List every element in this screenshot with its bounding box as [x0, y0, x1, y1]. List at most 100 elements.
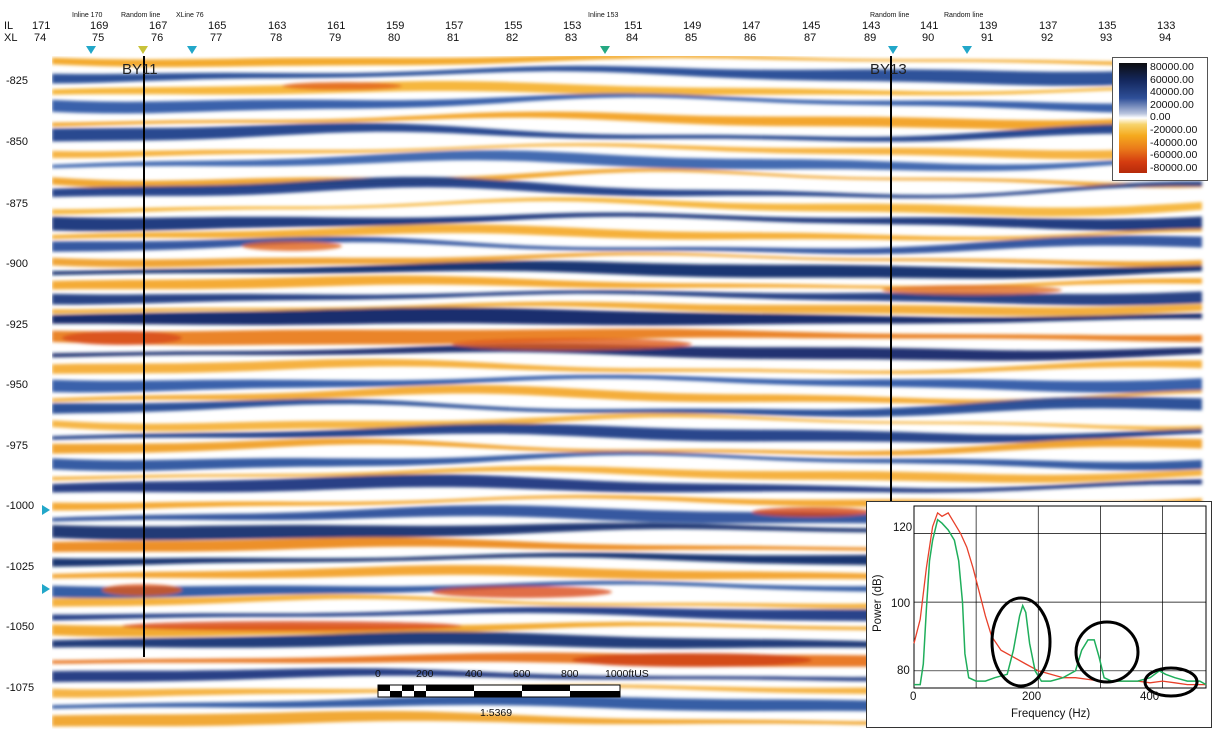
amplitude-hotspot	[882, 285, 1062, 295]
seismic-reflector-band	[52, 252, 1202, 268]
seismic-reflector-band	[52, 197, 1202, 217]
xl-tick: 91	[981, 32, 994, 44]
legend-value: 40000.00	[1150, 86, 1194, 99]
il-axis-label: IL	[4, 20, 14, 32]
xl-tick: 76	[151, 32, 164, 44]
il-tick: 167	[149, 20, 168, 32]
cyan-horizon-marker-icon[interactable]	[42, 505, 50, 515]
il-tick: 159	[386, 20, 405, 32]
marker-label-random-line-3: Random line	[944, 12, 984, 19]
well-label-by11: BY11	[122, 61, 158, 78]
seismic-reflector-band	[52, 260, 1202, 279]
well-line-by13[interactable]	[890, 56, 892, 501]
highlight-circle-3	[1143, 666, 1199, 698]
il-tick: 155	[504, 20, 523, 32]
seismic-reflector-band	[52, 343, 1202, 361]
seismic-reflector-band	[52, 212, 1202, 232]
amplitude-hotspot	[572, 653, 812, 667]
seismic-reflector-band	[52, 122, 1202, 142]
seismic-reflector-band	[52, 235, 1202, 255]
amplitude-hotspot	[102, 584, 182, 596]
seismic-reflector-band	[52, 451, 1202, 471]
xl-tick: 90	[922, 32, 935, 44]
xl-tick: 81	[447, 32, 460, 44]
depth-tick: -925	[6, 319, 29, 331]
marker-label-inline-170: Inline 170	[72, 12, 103, 19]
scale-tick: 400	[465, 668, 483, 680]
il-tick: 153	[563, 20, 582, 32]
depth-tick: -1075	[6, 682, 35, 694]
seismic-reflector-band	[52, 328, 1202, 346]
depth-tick: -825	[6, 75, 29, 87]
amplitude-hotspot	[242, 241, 342, 251]
xl-tick: 93	[1100, 32, 1113, 44]
spectrum-xlabel: Frequency (Hz)	[1011, 708, 1091, 720]
seismic-reflector-band	[52, 413, 1202, 432]
teal-marker-icon[interactable]	[600, 46, 610, 54]
il-tick: 147	[742, 20, 761, 32]
legend-value: 80000.00	[1150, 61, 1194, 73]
xl-tick: 94	[1159, 32, 1172, 44]
scale-ratio: 1:5369	[480, 707, 513, 719]
depth-tick: -950	[6, 379, 29, 391]
il-tick: 163	[268, 20, 287, 32]
xl-tick: 92	[1041, 32, 1054, 44]
cyan-marker-icon[interactable]	[86, 46, 96, 54]
seismic-reflector-band	[52, 465, 1202, 483]
spectrum-ylabel: Power (dB)	[872, 574, 884, 632]
legend-value: 60000.00	[1150, 73, 1194, 86]
frequency-spectrum-inset: Power (dB) 120 100 80 0 200 400 Frequenc…	[866, 501, 1212, 728]
depth-tick: -1050	[6, 621, 35, 633]
scale-tick: 1000ftUS	[605, 668, 649, 680]
il-tick: 139	[979, 20, 998, 32]
seismic-reflector-band	[52, 275, 1202, 290]
xl-tick: 86	[744, 32, 757, 44]
scale-tick: 0	[375, 668, 381, 680]
color-scale-bar	[1119, 63, 1147, 173]
xl-tick: 78	[270, 32, 283, 44]
seismic-reflector-band	[52, 290, 1202, 306]
legend-value: -20000.00	[1150, 124, 1198, 136]
seismic-reflector-band	[52, 301, 1202, 316]
marker-label-random-line-2: Random line	[870, 12, 910, 19]
xl-axis-label: XL	[4, 32, 18, 44]
scale-tick: 600	[513, 668, 531, 680]
il-tick: 165	[208, 20, 227, 32]
amplitude-hotspot	[282, 82, 402, 90]
il-tick: 137	[1039, 20, 1058, 32]
seismic-reflector-band	[52, 358, 1202, 374]
xl-tick: 83	[565, 32, 578, 44]
legend-value: -60000.00	[1150, 149, 1198, 162]
cyan-marker-icon[interactable]	[187, 46, 197, 54]
depth-tick: -1025	[6, 561, 35, 573]
seismic-reflector-band	[52, 307, 1202, 326]
spectrum-xtick: 400	[1140, 691, 1160, 703]
amplitude-hotspot	[752, 507, 872, 517]
il-tick: 157	[445, 20, 464, 32]
cyan-marker-icon[interactable]	[888, 46, 898, 54]
scale-bar: 0 200 400 600 800 1000ftUS 1:5369	[372, 665, 672, 721]
spectrum-ytick: 120	[893, 522, 913, 534]
amplitude-hotspot	[432, 586, 612, 598]
seismic-reflector-band	[52, 374, 1202, 393]
well-line-by11[interactable]	[143, 56, 145, 657]
il-tick: 143	[862, 20, 881, 32]
spectrum-xtick: 0	[910, 691, 917, 703]
cyan-horizon-marker-icon[interactable]	[42, 584, 50, 594]
yellow-marker-icon[interactable]	[138, 46, 148, 54]
il-tick: 141	[920, 20, 939, 32]
xl-tick: 74	[34, 32, 47, 44]
marker-label-xline-76: XLine 76	[176, 12, 204, 19]
spectrum-ytick: 100	[891, 598, 911, 610]
cyan-marker-icon[interactable]	[962, 46, 972, 54]
xl-tick: 89	[864, 32, 877, 44]
spectrum-ytick: 80	[897, 665, 910, 677]
seismic-reflector-band	[52, 423, 1202, 443]
xl-tick: 87	[804, 32, 817, 44]
seismic-reflector-band	[52, 93, 1202, 114]
amplitude-hotspot	[452, 338, 692, 350]
il-tick: 133	[1157, 20, 1176, 32]
xl-tick: 77	[210, 32, 223, 44]
il-tick: 169	[90, 20, 109, 32]
highlight-circle-1	[990, 596, 1052, 688]
